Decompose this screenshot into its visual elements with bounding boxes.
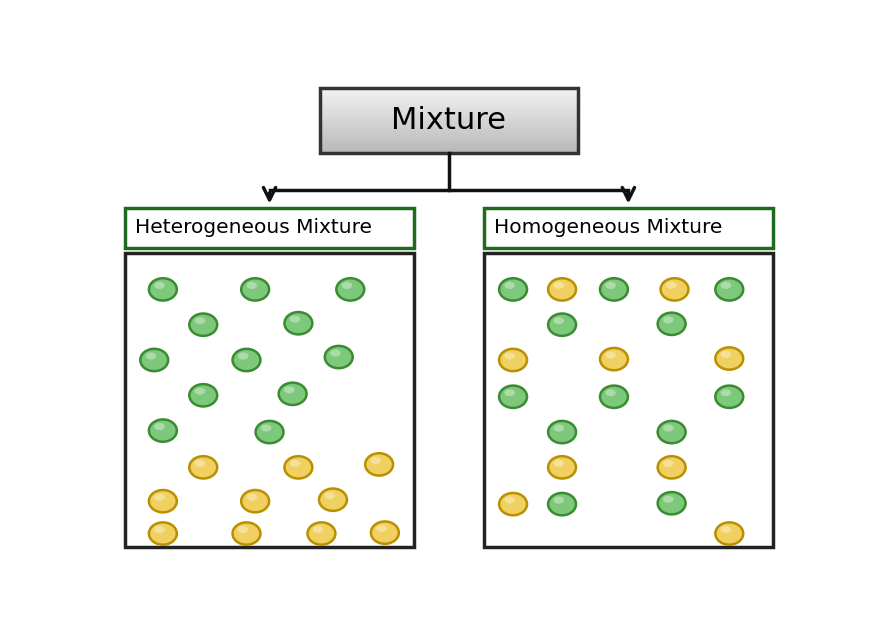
Ellipse shape (149, 522, 177, 545)
Text: Mixture: Mixture (391, 106, 506, 135)
Ellipse shape (261, 424, 272, 432)
Ellipse shape (666, 282, 677, 289)
Ellipse shape (371, 521, 399, 544)
Text: Homogeneous Mixture: Homogeneous Mixture (493, 219, 722, 237)
Ellipse shape (720, 351, 732, 358)
Ellipse shape (499, 493, 527, 515)
Bar (485, 208, 773, 248)
Ellipse shape (505, 497, 515, 503)
Ellipse shape (141, 349, 168, 371)
Ellipse shape (505, 389, 515, 396)
Ellipse shape (155, 282, 165, 289)
Ellipse shape (605, 351, 616, 359)
Ellipse shape (605, 389, 616, 396)
Ellipse shape (715, 386, 743, 408)
Ellipse shape (715, 348, 743, 369)
Ellipse shape (720, 526, 732, 533)
Ellipse shape (330, 350, 340, 356)
Ellipse shape (715, 278, 743, 300)
Ellipse shape (548, 456, 576, 478)
Ellipse shape (663, 316, 674, 323)
Ellipse shape (241, 278, 269, 300)
Ellipse shape (376, 525, 387, 532)
Ellipse shape (499, 278, 527, 300)
Ellipse shape (313, 526, 323, 533)
Ellipse shape (548, 493, 576, 515)
Ellipse shape (246, 282, 257, 289)
Bar (485, 253, 773, 547)
Ellipse shape (149, 490, 177, 512)
Ellipse shape (232, 522, 260, 545)
Ellipse shape (285, 312, 313, 335)
Ellipse shape (256, 421, 284, 443)
Ellipse shape (246, 493, 257, 501)
Ellipse shape (237, 353, 249, 359)
Ellipse shape (657, 421, 685, 443)
Ellipse shape (155, 423, 165, 430)
Ellipse shape (663, 424, 674, 432)
Ellipse shape (365, 454, 393, 475)
Bar (126, 208, 414, 248)
Ellipse shape (553, 424, 564, 432)
Ellipse shape (657, 492, 685, 515)
Ellipse shape (189, 456, 217, 478)
Bar (320, 88, 578, 153)
Ellipse shape (285, 456, 313, 478)
Ellipse shape (189, 313, 217, 336)
Ellipse shape (319, 488, 347, 511)
Ellipse shape (548, 421, 576, 443)
Ellipse shape (290, 460, 300, 467)
Ellipse shape (600, 278, 628, 300)
Ellipse shape (195, 388, 205, 395)
Ellipse shape (548, 278, 576, 300)
Ellipse shape (155, 493, 165, 501)
Ellipse shape (241, 490, 269, 512)
Ellipse shape (553, 497, 564, 503)
Ellipse shape (663, 460, 674, 467)
Ellipse shape (307, 522, 335, 545)
Ellipse shape (325, 346, 353, 368)
Ellipse shape (336, 278, 364, 300)
Ellipse shape (499, 386, 527, 408)
Ellipse shape (237, 526, 249, 533)
Ellipse shape (657, 456, 685, 478)
Ellipse shape (149, 419, 177, 442)
Ellipse shape (290, 316, 300, 323)
Ellipse shape (548, 313, 576, 336)
Ellipse shape (600, 348, 628, 370)
Ellipse shape (715, 522, 743, 545)
Ellipse shape (195, 460, 205, 467)
Ellipse shape (189, 384, 217, 406)
Ellipse shape (284, 386, 294, 393)
Ellipse shape (663, 496, 674, 503)
Ellipse shape (325, 492, 335, 499)
Ellipse shape (149, 278, 177, 300)
Ellipse shape (370, 457, 381, 464)
Ellipse shape (341, 282, 352, 289)
Ellipse shape (553, 460, 564, 467)
Ellipse shape (232, 349, 260, 371)
Ellipse shape (553, 317, 564, 324)
Ellipse shape (553, 282, 564, 289)
Bar (126, 253, 414, 547)
Ellipse shape (720, 282, 732, 289)
Ellipse shape (505, 282, 515, 289)
Ellipse shape (605, 282, 616, 289)
Ellipse shape (661, 278, 689, 300)
Ellipse shape (657, 313, 685, 335)
Text: Heterogeneous Mixture: Heterogeneous Mixture (134, 219, 372, 237)
Ellipse shape (146, 353, 156, 359)
Ellipse shape (505, 353, 515, 359)
Ellipse shape (600, 386, 628, 408)
Ellipse shape (499, 349, 527, 371)
Ellipse shape (155, 526, 165, 533)
Ellipse shape (278, 383, 306, 405)
Ellipse shape (720, 389, 732, 396)
Ellipse shape (195, 317, 205, 324)
